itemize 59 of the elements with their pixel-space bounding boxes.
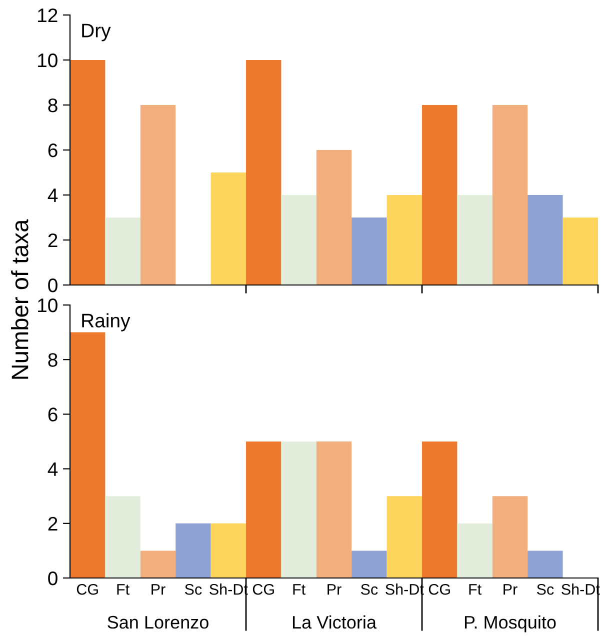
bar	[422, 105, 458, 285]
y-tick-label: 6	[48, 408, 58, 422]
bar	[316, 442, 352, 578]
y-tick-label: 10	[38, 298, 58, 312]
text: La Victoria	[292, 615, 376, 629]
bar	[176, 523, 211, 578]
bar	[105, 496, 140, 578]
bar	[316, 150, 352, 285]
y-tick-label: 0	[48, 278, 58, 292]
bar	[281, 442, 316, 578]
x-tick-label: Pr	[152, 584, 166, 595]
y-tick-label: 8	[48, 353, 58, 367]
bar	[386, 195, 422, 285]
y-tick-label: 0	[48, 571, 58, 586]
y-tick-label: 4	[48, 188, 58, 202]
x-tick-label: Sc	[536, 584, 554, 595]
chart-title: Dry	[82, 24, 111, 42]
text: San Lorenzo	[108, 616, 208, 629]
y-axis-title: Number of taxa	[10, 219, 28, 379]
bar	[352, 550, 387, 578]
bar	[422, 442, 458, 578]
bar	[457, 195, 492, 285]
y-tick-label: 8	[48, 98, 58, 112]
bar	[562, 218, 598, 285]
bar	[210, 523, 246, 578]
x-tick-label: CG	[428, 584, 450, 595]
x-tick-label: CG	[76, 584, 98, 595]
x-tick-label: Pr	[328, 584, 342, 595]
x-tick-label: Ft	[469, 584, 482, 595]
bar	[246, 442, 282, 578]
y-tick-label: 4	[48, 462, 58, 476]
x-tick-label: Ft	[293, 584, 306, 595]
bar	[492, 105, 528, 285]
bar	[210, 172, 246, 285]
bar	[386, 496, 422, 578]
bar	[352, 218, 387, 285]
x-tick-label: Sc	[360, 584, 378, 595]
bar	[70, 60, 106, 285]
bar	[246, 60, 282, 285]
x-tick-label: CG	[252, 584, 274, 595]
bar	[105, 218, 140, 285]
y-tick-label: 2	[48, 233, 58, 248]
y-tick-label: 10	[38, 53, 58, 68]
bar	[457, 523, 492, 578]
bar	[140, 105, 176, 285]
x-tick-label: Ft	[117, 584, 130, 595]
bar	[70, 332, 106, 578]
y-tick-label: 12	[38, 8, 58, 22]
bar	[281, 195, 316, 285]
text: P. Mosquito	[464, 615, 556, 632]
x-tick-label: Sc	[184, 584, 202, 595]
bar	[140, 550, 176, 578]
bar	[492, 496, 528, 578]
chart-title: Rainy	[82, 313, 130, 332]
bar	[528, 550, 563, 578]
x-tick-label: Pr	[504, 584, 518, 595]
bar	[528, 195, 563, 285]
y-tick-label: 6	[48, 143, 58, 158]
y-tick-label: 2	[48, 516, 58, 530]
